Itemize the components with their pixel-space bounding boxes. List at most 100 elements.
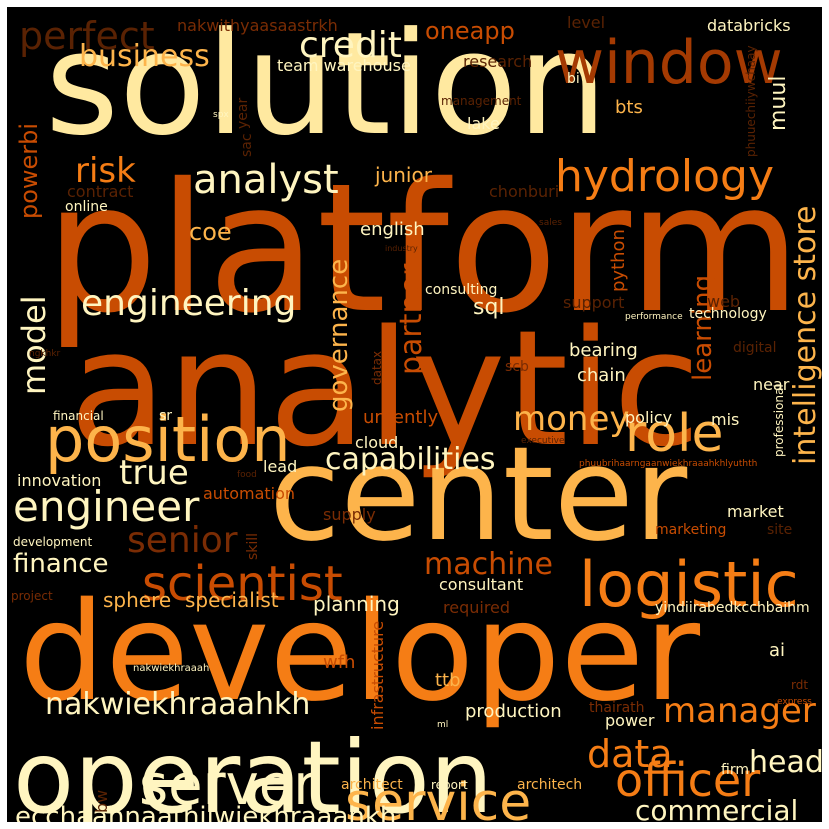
word-ttb: ttb bbox=[435, 670, 461, 691]
word-chain: chain bbox=[577, 365, 626, 386]
word-money: money bbox=[513, 399, 630, 439]
word-logistic: logistic bbox=[579, 548, 799, 621]
word-english: english bbox=[360, 219, 425, 240]
word-online: online bbox=[65, 199, 108, 215]
word-architech: architech bbox=[517, 777, 582, 793]
word-nakwiekhraaah: nakwiekhraaah bbox=[133, 663, 209, 674]
word-rdt: rdt bbox=[791, 678, 808, 692]
word-senior: senior bbox=[127, 520, 238, 561]
word-business: business bbox=[79, 39, 210, 74]
word-commercial: commercial bbox=[635, 794, 798, 822]
word-bts: bts bbox=[615, 97, 643, 118]
word-cloud-svg: solutionplatformanalyticcenterdevelopero… bbox=[11, 7, 822, 822]
word-supply: supply bbox=[323, 505, 376, 524]
word-hydrology: hydrology bbox=[555, 151, 774, 202]
word-contract: contract bbox=[67, 182, 133, 201]
word-platform: platform bbox=[45, 145, 801, 352]
word-urgently: urgently bbox=[363, 407, 438, 428]
word-web: web bbox=[707, 292, 740, 311]
word-phuuechiiywchaay: phuuechiiywchaay bbox=[744, 45, 758, 157]
word-report: report bbox=[431, 778, 468, 792]
word-manager: manager bbox=[663, 691, 816, 731]
word-partner: partner bbox=[394, 263, 429, 375]
word-ml: ml bbox=[437, 720, 448, 730]
word-year: year bbox=[235, 98, 251, 129]
word-performance: performance bbox=[625, 312, 683, 322]
word-powerbi: powerbi bbox=[15, 123, 43, 219]
word-firm: firm bbox=[721, 762, 749, 778]
word-machine: machine bbox=[424, 547, 553, 582]
word-digital: digital bbox=[733, 340, 777, 356]
word-consultant: consultant bbox=[439, 575, 523, 594]
word-research: research bbox=[463, 52, 532, 71]
word-ngkhkr: ngkhkr bbox=[29, 349, 61, 359]
word-sphere: sphere bbox=[103, 588, 171, 612]
word-professional: professional bbox=[772, 384, 786, 457]
word-server: server bbox=[139, 753, 317, 818]
word-management: management bbox=[441, 94, 522, 108]
word-executive: executive bbox=[521, 436, 565, 446]
word-consulting: consulting bbox=[425, 282, 497, 298]
word-project: project bbox=[11, 589, 53, 603]
word-capabilities: capabilities bbox=[325, 442, 496, 477]
word-finance: finance bbox=[13, 549, 109, 579]
word-role: role bbox=[625, 404, 724, 464]
word-true: true bbox=[119, 453, 189, 493]
word-ecchaahnaathiiwiekhraaahkh: ecchaahnaathiiwiekhraaahkh bbox=[15, 802, 396, 822]
word-position: position bbox=[45, 403, 291, 476]
word-production: production bbox=[465, 701, 562, 722]
word-model: model bbox=[15, 295, 53, 395]
word-support: support bbox=[563, 293, 624, 312]
word-analyst: analyst bbox=[193, 157, 339, 203]
word-bi: bi bbox=[567, 71, 580, 87]
word-level: level bbox=[567, 13, 605, 32]
word-spx: spx bbox=[213, 110, 229, 120]
word-marketing: marketing bbox=[655, 522, 726, 538]
word-wfh: wfh bbox=[323, 652, 355, 673]
word-scb: scb bbox=[505, 359, 529, 375]
word-analytic: analytic bbox=[69, 295, 701, 482]
word-scientist: scientist bbox=[142, 556, 343, 612]
word-technology: technology bbox=[689, 306, 767, 322]
word-nakwithyaasaastrkh: nakwithyaasaastrkh bbox=[177, 16, 338, 35]
word-head: head bbox=[749, 745, 822, 780]
word-risk: risk bbox=[75, 151, 136, 191]
word-data: data bbox=[587, 732, 673, 776]
word-sql: sql bbox=[473, 295, 505, 320]
word-muul: muul bbox=[766, 76, 791, 131]
word-market: market bbox=[727, 502, 784, 521]
word-policy: policy bbox=[625, 408, 672, 427]
word-databricks: databricks bbox=[707, 16, 791, 35]
word-engineering: engineering bbox=[81, 283, 296, 324]
word-sr: sr bbox=[159, 408, 172, 424]
word-yindiirabedkcchbaihm: yindiirabedkcchbaihm bbox=[655, 600, 810, 616]
word-nakwiekhraaahkh: nakwiekhraaahkh bbox=[45, 687, 310, 722]
word-lake: lake bbox=[467, 114, 500, 133]
word-near: near bbox=[753, 375, 790, 394]
word-officer: officer bbox=[615, 753, 760, 807]
word-required: required bbox=[443, 598, 510, 617]
word-sac: sac bbox=[239, 133, 255, 157]
word-team-warehouse: team warehouse bbox=[277, 56, 411, 75]
word-governance: governance bbox=[324, 259, 354, 412]
word-center: center bbox=[269, 418, 688, 570]
word-development: development bbox=[13, 535, 92, 549]
word-express: express bbox=[777, 697, 812, 707]
word-lead: lead bbox=[263, 457, 297, 476]
word-service: service bbox=[345, 773, 531, 822]
word-infrastructure: infrastructure bbox=[368, 621, 387, 730]
word-skill: skill bbox=[245, 533, 261, 560]
word-coe: coe bbox=[189, 218, 232, 246]
word-mis: mis bbox=[711, 410, 739, 429]
word-developer: developer bbox=[19, 574, 700, 732]
word-credit: credit bbox=[299, 25, 402, 66]
word-solution: solution bbox=[45, 7, 607, 167]
word-operation: operation bbox=[13, 719, 493, 822]
word-cloud-canvas: solution platform analytic center developer o… bbox=[7, 7, 822, 822]
word-junior: junior bbox=[374, 163, 433, 187]
word-financial: financial bbox=[53, 409, 104, 423]
word-food: food bbox=[237, 470, 257, 480]
word-architect: architect bbox=[341, 777, 403, 793]
word-oneapp: oneapp bbox=[425, 17, 515, 45]
